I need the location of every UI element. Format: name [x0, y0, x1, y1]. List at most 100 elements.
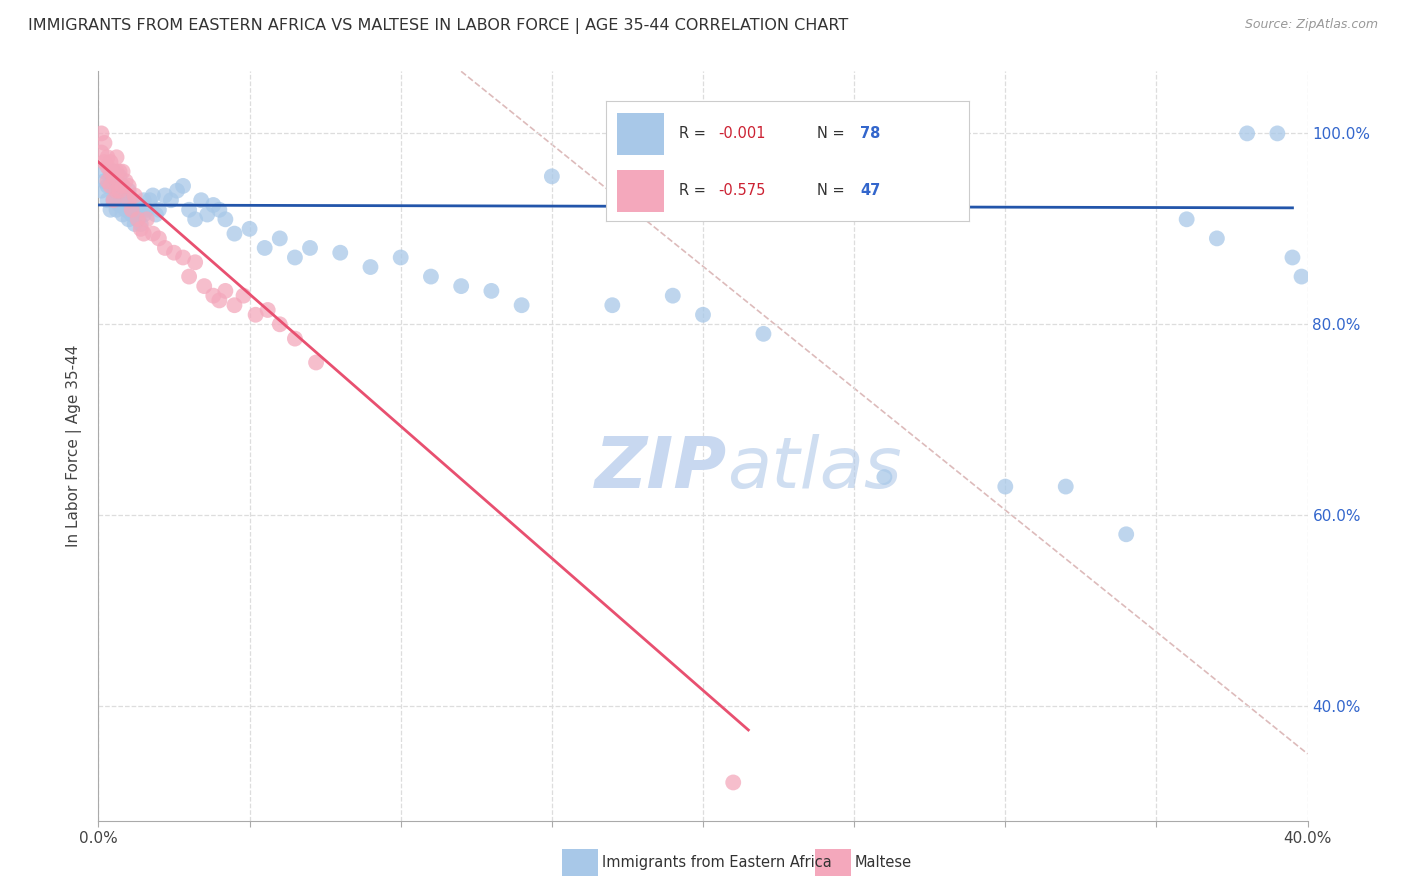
Point: [1236, 127, 1258, 141]
Point: [284, 332, 307, 346]
Text: Maltese: Maltese: [855, 855, 912, 870]
Y-axis label: In Labor Force | Age 35-44: In Labor Force | Age 35-44: [66, 345, 83, 547]
Point: [100, 178, 122, 193]
Point: [142, 188, 165, 202]
Point: [132, 193, 155, 207]
Point: [602, 298, 624, 312]
Point: [139, 193, 162, 207]
Point: [540, 169, 562, 184]
Point: [111, 208, 134, 222]
Point: [96, 150, 118, 164]
Point: [172, 178, 194, 193]
Point: [190, 193, 212, 207]
Point: [166, 184, 188, 198]
Point: [145, 208, 167, 222]
Point: [90, 184, 112, 198]
Point: [100, 155, 122, 169]
Point: [103, 169, 125, 184]
Point: [1175, 212, 1198, 227]
Point: [96, 174, 118, 188]
Point: [111, 164, 134, 178]
Point: [232, 288, 254, 302]
Point: [253, 241, 276, 255]
Point: [100, 202, 122, 217]
Point: [179, 202, 201, 217]
Point: [93, 155, 115, 169]
Point: [148, 231, 170, 245]
Point: [510, 298, 533, 312]
Point: [103, 193, 125, 207]
Point: [121, 193, 143, 207]
Point: [108, 164, 131, 178]
Point: [723, 775, 745, 789]
Point: [118, 178, 141, 193]
Point: [108, 198, 131, 212]
Point: [118, 184, 141, 198]
Point: [1291, 269, 1313, 284]
Point: [214, 212, 236, 227]
Point: [1206, 231, 1229, 245]
Point: [105, 164, 128, 178]
Point: [132, 208, 155, 222]
Point: [284, 251, 307, 265]
Point: [239, 222, 262, 236]
Point: [121, 208, 143, 222]
Point: [299, 241, 322, 255]
Point: [202, 288, 225, 302]
Point: [1281, 251, 1303, 265]
Point: [208, 202, 231, 217]
Point: [90, 145, 112, 160]
Point: [103, 193, 125, 207]
Point: [172, 251, 194, 265]
Point: [184, 212, 207, 227]
Point: [163, 245, 186, 260]
Point: [305, 355, 328, 369]
Point: [124, 188, 146, 202]
Point: [269, 231, 291, 245]
Point: [105, 202, 128, 217]
Point: [153, 188, 176, 202]
Point: [148, 202, 170, 217]
Point: [208, 293, 231, 308]
Point: [1054, 479, 1077, 493]
Point: [124, 217, 146, 231]
Point: [108, 184, 131, 198]
Point: [214, 284, 236, 298]
Point: [111, 193, 134, 207]
Text: Source: ZipAtlas.com: Source: ZipAtlas.com: [1244, 18, 1378, 31]
Point: [245, 308, 267, 322]
Point: [118, 198, 141, 212]
Point: [114, 202, 136, 217]
Point: [752, 326, 775, 341]
Text: IMMIGRANTS FROM EASTERN AFRICA VS MALTESE IN LABOR FORCE | AGE 35-44 CORRELATION: IMMIGRANTS FROM EASTERN AFRICA VS MALTES…: [28, 18, 848, 34]
Point: [96, 160, 118, 174]
Point: [96, 178, 118, 193]
Text: atlas: atlas: [727, 434, 901, 503]
Point: [103, 178, 125, 193]
Point: [127, 212, 149, 227]
Point: [135, 202, 157, 217]
Point: [329, 245, 352, 260]
Point: [105, 188, 128, 202]
Point: [481, 284, 503, 298]
Point: [160, 193, 183, 207]
Point: [108, 169, 131, 184]
Point: [153, 241, 176, 255]
Point: [108, 184, 131, 198]
Point: [269, 318, 291, 332]
Point: [661, 288, 683, 302]
Point: [195, 208, 218, 222]
Point: [224, 227, 246, 241]
Point: [202, 198, 225, 212]
Point: [100, 169, 122, 184]
Point: [873, 470, 896, 484]
Point: [193, 279, 215, 293]
Point: [129, 222, 152, 236]
Point: [450, 279, 472, 293]
Point: [121, 202, 143, 217]
Point: [1267, 127, 1289, 141]
Point: [105, 184, 128, 198]
Point: [127, 212, 149, 227]
Point: [93, 136, 115, 150]
Point: [184, 255, 207, 269]
